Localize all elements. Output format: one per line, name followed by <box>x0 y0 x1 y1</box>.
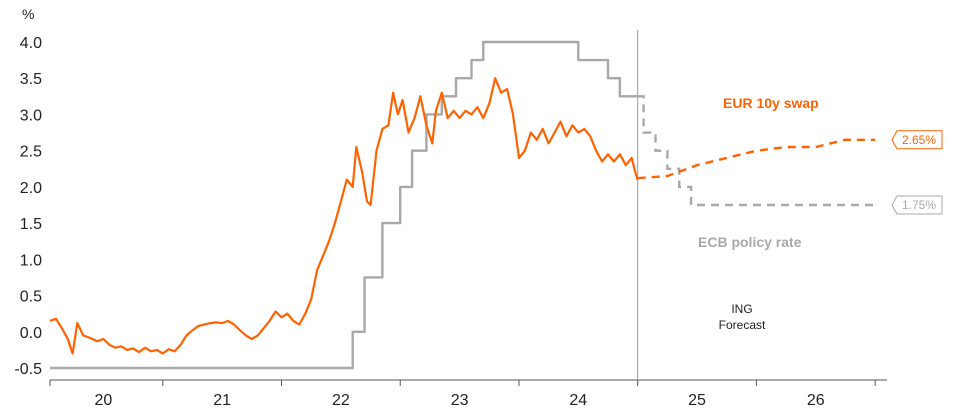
x-axis-tick-marks <box>49 380 876 386</box>
y-tick-label: 1.5 <box>20 216 42 233</box>
y-tick-label: 2.0 <box>20 180 42 197</box>
series-layer <box>49 40 876 370</box>
x-tick-label: 26 <box>807 392 825 409</box>
y-axis-tick-labels: -0.5 0.0 0.5 1.0 1.5 2.0 2.5 3.0 3.5 4.0 <box>14 35 42 378</box>
x-tick-label: 24 <box>569 392 587 409</box>
y-tick-label: 3.5 <box>20 71 42 88</box>
series-forecast-line-eur-10y-swap <box>637 138 876 180</box>
end-value-callouts: 2.65% 1.75% <box>891 130 943 215</box>
y-tick-label: 0.0 <box>20 325 42 342</box>
y-tick-label: -0.5 <box>14 361 42 378</box>
series-line-eur-10y-swap <box>49 77 639 355</box>
callout-box-eur-10y-swap <box>891 130 943 150</box>
x-axis-tick-labels: 20 21 22 23 24 25 26 <box>95 392 825 409</box>
forecast-label-line2: Forecast <box>719 318 766 332</box>
x-tick-label: 25 <box>688 392 706 409</box>
x-tick-label: 23 <box>451 392 469 409</box>
series-line-ecb-policy-rate <box>50 40 638 370</box>
y-tick-label: 0.5 <box>20 289 42 306</box>
series-label-eur-10y-swap: EUR 10y swap <box>723 95 819 111</box>
y-axis-unit-label: % <box>22 6 34 22</box>
x-tick-label: 22 <box>332 392 350 409</box>
x-tick-label: 21 <box>213 392 231 409</box>
y-tick-label: 4.0 <box>20 35 42 52</box>
series-forecast-line-ecb-policy-rate <box>637 95 876 207</box>
y-tick-label: 2.5 <box>20 144 42 161</box>
callout-box-ecb-policy-rate <box>891 195 943 215</box>
callout-value-ecb-policy-rate: 1.75% <box>902 198 936 212</box>
series-label-ecb-policy-rate: ECB policy rate <box>698 234 802 250</box>
x-tick-label: 20 <box>95 392 113 409</box>
forecast-label-line1: ING <box>731 302 752 316</box>
y-tick-label: 1.0 <box>20 252 42 269</box>
callout-value-eur-10y-swap: 2.65% <box>902 133 936 147</box>
y-tick-label: 3.0 <box>20 107 42 124</box>
